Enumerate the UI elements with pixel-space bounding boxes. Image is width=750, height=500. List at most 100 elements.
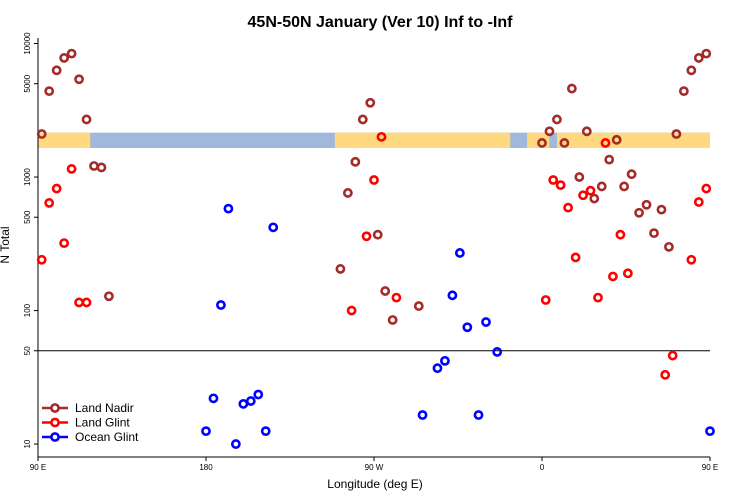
data-point-land-nadir — [596, 181, 607, 192]
data-point-land-nadir — [611, 134, 622, 145]
data-point-land-nadir — [81, 114, 92, 125]
data-point-land-nadir — [678, 86, 689, 97]
data-point-land-nadir — [626, 169, 637, 180]
chart-title: 45N-50N January (Ver 10) Inf to -Inf — [248, 14, 514, 31]
data-point-land-nadir — [413, 301, 424, 311]
data-point-land-glint — [391, 292, 402, 303]
data-point-land-glint — [548, 175, 559, 185]
data-point-land-nadir — [104, 291, 114, 302]
data-point-land-nadir — [656, 204, 667, 215]
data-point-land-nadir — [335, 264, 346, 274]
data-point-ocean-glint — [447, 290, 458, 301]
data-point-ocean-glint — [208, 393, 219, 404]
data-point-land-glint — [701, 183, 712, 194]
data-point-land-nadir — [365, 97, 376, 108]
data-point-land-nadir — [686, 65, 697, 76]
data-point-land-nadir — [574, 172, 585, 182]
data-point-land-glint — [361, 231, 372, 242]
legend-label: Ocean Glint — [75, 430, 139, 444]
data-point-ocean-glint — [454, 248, 465, 258]
x-tick-label: 90 W — [365, 463, 384, 472]
data-point-land-glint — [608, 271, 618, 282]
data-point-ocean-glint — [432, 363, 443, 374]
land-segment — [556, 132, 710, 149]
data-point-ocean-glint — [705, 426, 715, 437]
y-tick-label: 5000 — [23, 74, 32, 92]
data-point-land-nadir — [387, 315, 398, 325]
data-points — [36, 48, 715, 449]
data-point-ocean-glint — [223, 203, 234, 214]
data-point-land-glint — [369, 175, 379, 185]
data-point-land-glint — [585, 185, 596, 196]
data-point-land-glint — [622, 268, 633, 279]
data-point-land-glint — [615, 229, 626, 240]
data-point-land-nadir — [44, 86, 55, 97]
data-point-land-glint — [555, 180, 566, 191]
land-segment — [38, 132, 91, 149]
data-point-land-nadir — [342, 188, 353, 198]
data-point-ocean-glint — [260, 426, 271, 437]
data-point-ocean-glint — [216, 300, 226, 310]
legend-label: Land Nadir — [75, 401, 134, 415]
data-point-land-nadir — [59, 53, 70, 63]
data-point-land-glint — [686, 254, 697, 265]
data-point-ocean-glint — [268, 222, 279, 233]
data-point-land-nadir — [634, 207, 644, 218]
x-axis-label: Longitude (deg E) — [327, 477, 422, 491]
x-tick-label: 90 E — [702, 463, 718, 472]
data-point-land-glint — [51, 183, 62, 194]
data-point-land-nadir — [66, 48, 77, 59]
y-tick-label: 500 — [23, 210, 32, 224]
data-point-land-nadir — [74, 74, 84, 85]
data-point-ocean-glint — [440, 355, 450, 366]
y-tick-label: 10000 — [23, 32, 32, 55]
data-point-land-glint — [563, 202, 574, 213]
x-tick-label: 90 E — [30, 463, 46, 472]
y-tick-label: 50 — [23, 346, 32, 355]
data-point-land-nadir — [671, 129, 682, 139]
data-point-ocean-glint — [201, 426, 211, 437]
data-point-land-nadir — [357, 114, 368, 125]
data-point-land-nadir — [36, 129, 47, 139]
data-point-ocean-glint — [245, 396, 256, 406]
data-point-land-glint — [59, 238, 70, 249]
data-point-ocean-glint — [473, 410, 484, 420]
data-point-land-glint — [44, 198, 55, 208]
y-tick-label: 100 — [23, 303, 32, 317]
x-tick-label: 0 — [540, 463, 545, 472]
data-point-land-nadir — [372, 229, 383, 240]
data-point-land-glint — [81, 297, 92, 308]
legend-label: Land Glint — [75, 416, 130, 430]
data-point-land-nadir — [581, 126, 592, 137]
data-point-land-glint — [346, 305, 357, 316]
data-point-ocean-glint — [230, 439, 241, 449]
data-point-land-nadir — [664, 241, 674, 252]
data-point-land-nadir — [537, 138, 547, 148]
land-segment — [334, 132, 511, 149]
data-point-land-glint — [693, 197, 704, 207]
data-point-land-glint — [578, 190, 588, 201]
land-band — [38, 132, 710, 149]
x-tick-label: 180 — [199, 463, 213, 472]
legend-marker — [50, 417, 60, 428]
data-point-land-glint — [540, 295, 551, 305]
data-point-land-glint — [36, 254, 47, 265]
data-point-land-glint — [593, 292, 603, 303]
data-point-ocean-glint — [492, 347, 503, 357]
data-point-land-glint — [660, 369, 671, 380]
data-point-ocean-glint — [462, 322, 473, 333]
y-tick-label: 1000 — [23, 168, 32, 186]
data-point-ocean-glint — [253, 389, 264, 400]
data-point-land-nadir — [641, 199, 652, 210]
data-point-land-glint — [667, 350, 678, 361]
data-point-ocean-glint — [417, 410, 428, 420]
data-point-land-nadir — [51, 65, 62, 76]
data-point-land-nadir — [701, 48, 712, 59]
data-point-land-nadir — [604, 154, 615, 165]
data-point-land-nadir — [350, 156, 361, 167]
data-point-land-glint — [66, 164, 77, 174]
data-point-land-nadir — [566, 83, 577, 94]
axes: 90 E 180 90 W 0 90 E 10 50 100 500 1000 5000 10000 — [23, 32, 718, 472]
